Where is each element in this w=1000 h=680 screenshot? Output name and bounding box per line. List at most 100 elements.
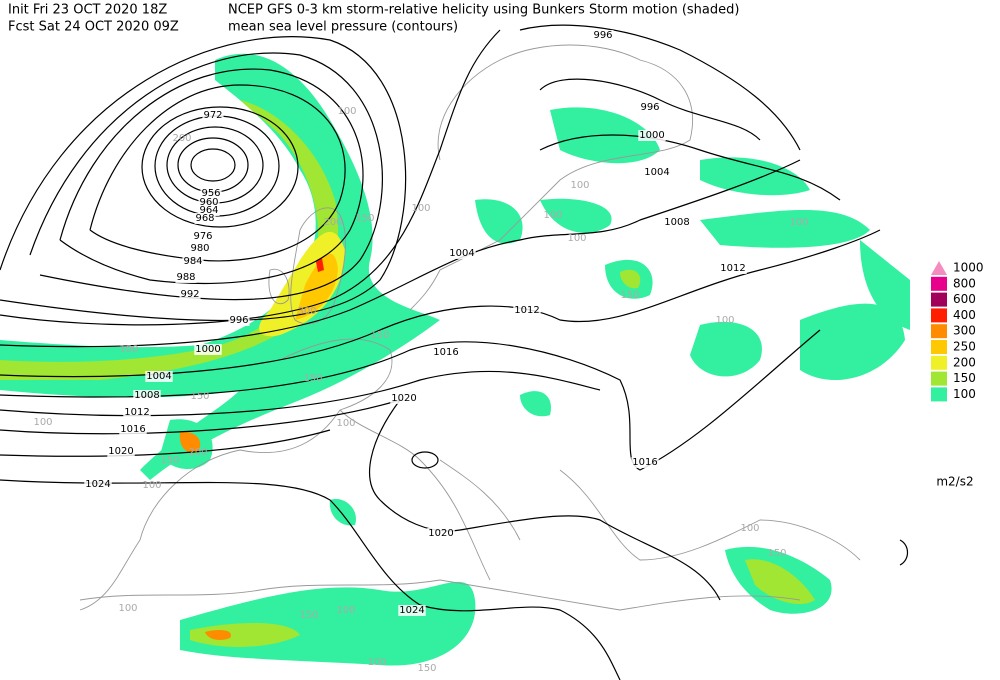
shading-label: 150 — [190, 391, 209, 402]
legend-label: 100 — [953, 387, 976, 401]
contour-label-bg — [719, 263, 747, 274]
subtitle: mean sea level pressure (contours) — [228, 20, 458, 35]
shading-label: 100 — [789, 217, 808, 228]
isobar — [0, 429, 331, 457]
shading-label: 150 — [160, 455, 179, 466]
isobar — [0, 479, 621, 680]
map-labels: 996 996 1000 1004 1008 1012 1004 1012 1016 1016 10… — [33, 30, 809, 674]
contour-label-bg — [198, 205, 220, 216]
coastline — [439, 459, 861, 561]
shading-label: 100 — [740, 523, 759, 534]
helicity-area — [700, 210, 870, 248]
contour-label-bg — [194, 344, 222, 355]
contour-label: 1016 — [120, 424, 145, 435]
contour-label: 992 — [180, 289, 199, 300]
isobar — [0, 159, 801, 348]
isobar — [411, 451, 439, 469]
helicity-area — [295, 253, 338, 320]
contour-label: 1012 — [124, 407, 149, 418]
legend-label: 300 — [953, 324, 976, 338]
helicity-area — [745, 559, 815, 605]
helicity-area — [860, 240, 910, 330]
legend-swatch — [931, 355, 947, 370]
contour-label-bg — [448, 248, 476, 259]
helicity-area — [475, 199, 523, 244]
contour-label-bg — [194, 213, 216, 224]
shading-label: 100 — [142, 480, 161, 491]
coastline — [268, 268, 290, 305]
contour-label-bg — [84, 479, 112, 490]
legend-label: 1000 — [953, 261, 984, 275]
contour-label: 1020 — [428, 528, 453, 539]
isobar — [0, 329, 821, 471]
contour-label: 964 — [199, 205, 218, 216]
shading-label: 150 — [620, 290, 639, 301]
contour-label-bg — [133, 390, 161, 401]
contour-label-bg — [398, 605, 426, 616]
contour-label-bg — [513, 305, 541, 316]
contour-label-bg — [182, 256, 204, 267]
shading-label: 100 — [33, 417, 52, 428]
shading-label: 100 — [567, 233, 586, 244]
contour-label: 1024 — [399, 605, 424, 616]
legend-label: 250 — [953, 340, 976, 354]
contour-label: 1000 — [195, 344, 220, 355]
contour-label: 1012 — [514, 305, 539, 316]
contour-label: 996 — [593, 30, 612, 41]
shading-label: 100 — [118, 603, 137, 614]
legend-swatch — [931, 276, 947, 291]
isobar — [177, 137, 249, 193]
contour-label: 1016 — [433, 347, 458, 358]
contour-label: 1020 — [108, 446, 133, 457]
legend-swatch — [931, 308, 947, 323]
contour-label: 1000 — [639, 130, 664, 141]
coastline — [290, 207, 346, 325]
shading-label: 150 — [299, 610, 318, 621]
contour-label-bg — [202, 110, 224, 121]
contour-label: 988 — [176, 272, 195, 283]
contour-label: 1004 — [449, 248, 474, 259]
helicity-area — [329, 499, 356, 526]
helicity-area — [540, 198, 612, 233]
helicity-area — [700, 157, 810, 196]
contour-label-bg — [175, 272, 197, 283]
legend-label: 200 — [953, 355, 976, 369]
helicity-area — [180, 581, 476, 666]
contour-label-bg — [432, 347, 460, 358]
contour-label: 960 — [199, 197, 218, 208]
contour-label: 956 — [201, 188, 220, 199]
contour-label-bg — [179, 289, 201, 300]
legend-swatch — [931, 292, 947, 307]
shading-label: 100 — [337, 106, 356, 117]
helicity-area — [620, 269, 641, 289]
legend-swatch — [931, 261, 947, 275]
contour-label: 980 — [190, 243, 209, 254]
shading-label: 100 — [336, 418, 355, 429]
contour-label-bg — [123, 407, 151, 418]
helicity-area — [179, 431, 201, 454]
shading — [0, 53, 910, 666]
isobar — [0, 398, 721, 601]
contour-label-bg — [427, 528, 455, 539]
isobar — [141, 106, 299, 228]
legend-label: 800 — [953, 276, 976, 290]
contour-label-bg — [200, 188, 222, 199]
isobar — [0, 29, 501, 326]
contour-label-bg — [390, 393, 418, 404]
contour-label: 972 — [203, 110, 222, 121]
isobar — [59, 68, 364, 285]
contour-label-bg — [192, 231, 214, 242]
coastline — [79, 338, 491, 611]
coastline — [79, 579, 801, 611]
contour-label: 984 — [183, 256, 202, 267]
helicity-area — [316, 258, 324, 272]
isobar — [519, 24, 841, 201]
isobar — [89, 84, 346, 262]
legend-label: 400 — [953, 308, 976, 322]
shading-label: 150 — [303, 373, 322, 384]
contour-label-bg — [592, 30, 614, 41]
isobar — [899, 539, 909, 566]
helicity-area — [205, 630, 231, 640]
